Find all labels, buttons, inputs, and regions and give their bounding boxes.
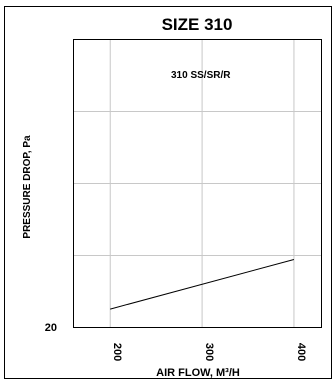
x-tick-label-300: 300 [203,343,215,361]
x-tick-label-400: 400 [295,343,307,361]
x-tick-labels: 200 300 400 [111,343,307,361]
grid-lines [73,39,322,328]
y-axis-label: PRESSURE DROP, Pa [22,135,33,239]
outer-border [4,6,332,379]
plot-area-border [73,39,322,328]
chart-title: SIZE 310 [162,15,233,34]
y-tick-label-20: 20 [45,322,57,334]
series-line-310-ss-sr-r [110,259,295,310]
series-label: 310 SS/SR/R [171,70,231,81]
x-axis-label: AIR FLOW, M³/H [156,367,240,379]
x-tick-label-200: 200 [111,343,123,361]
